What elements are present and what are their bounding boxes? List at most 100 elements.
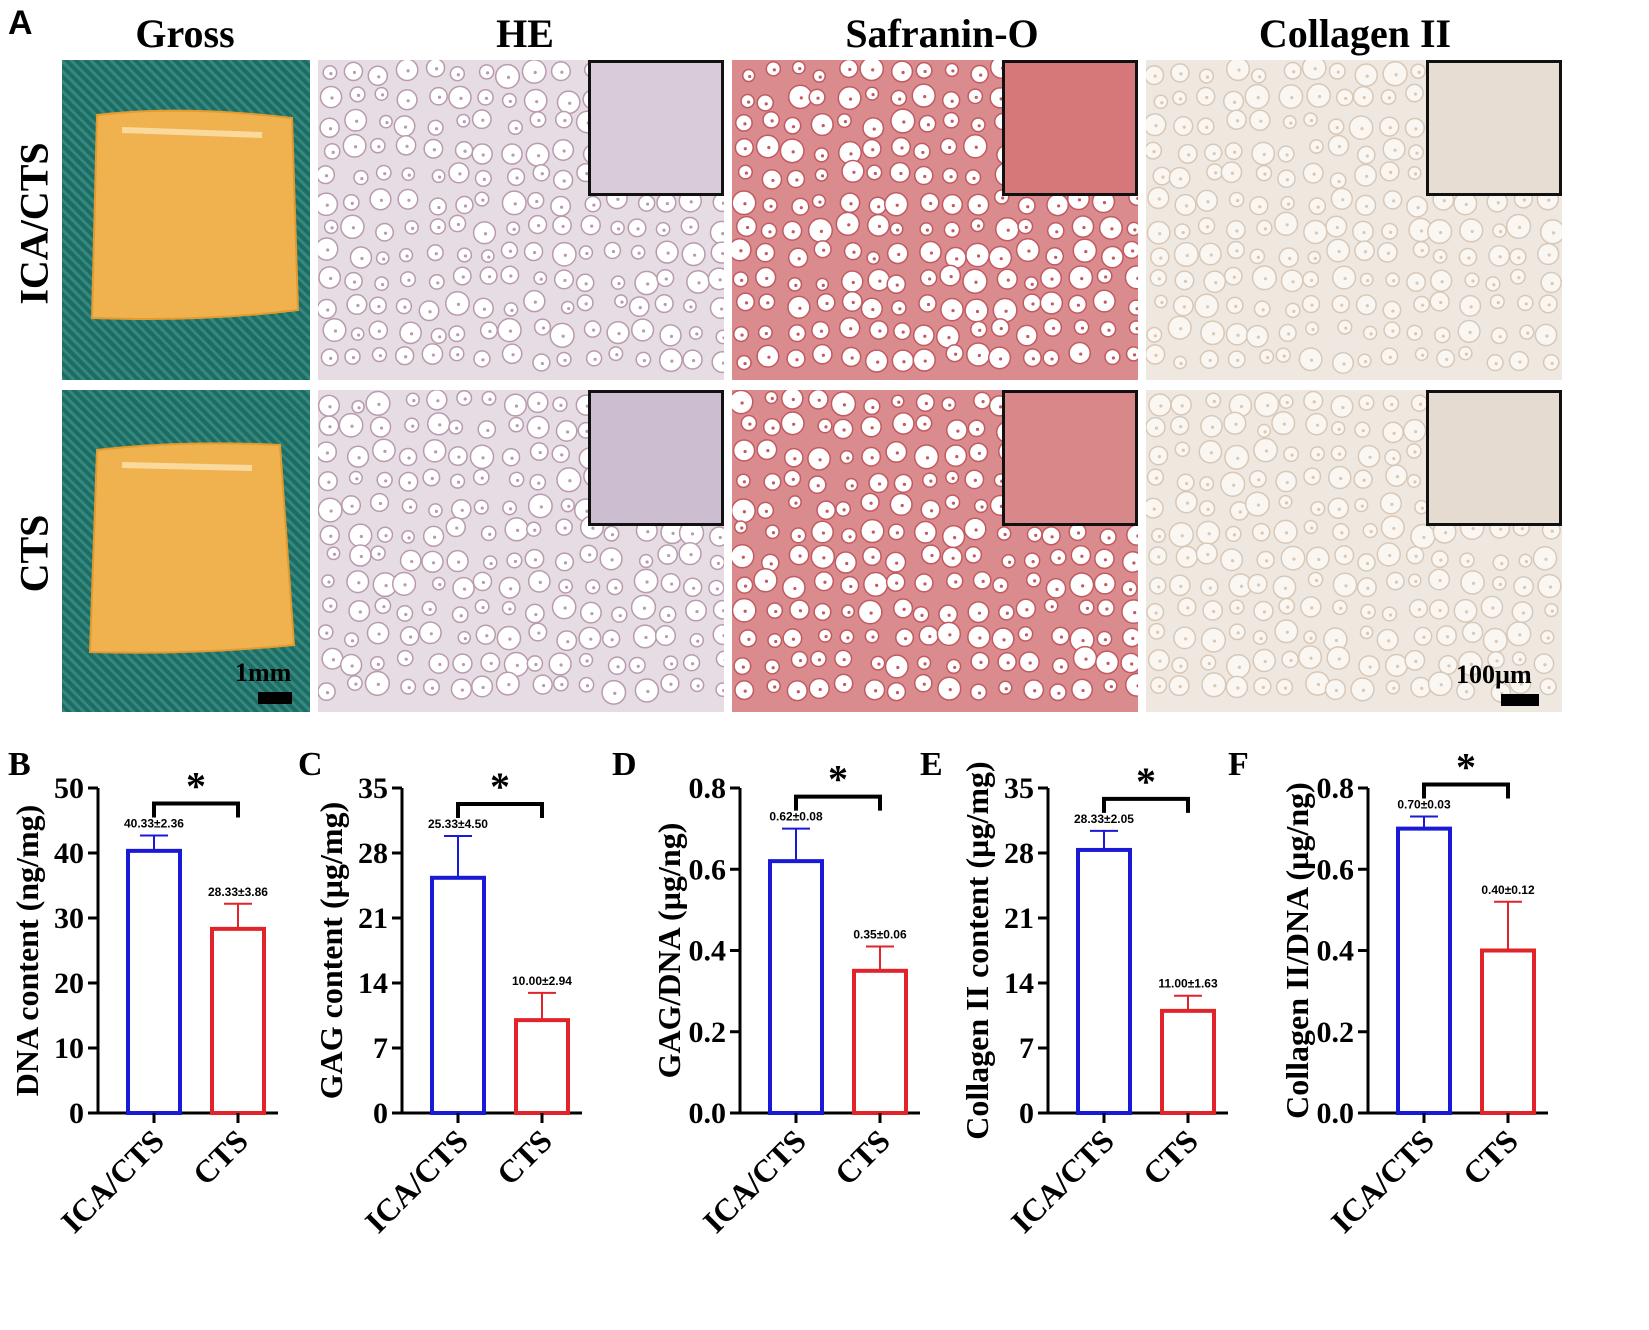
nucleus-mark xyxy=(798,67,802,71)
nucleus-mark xyxy=(480,506,484,510)
nucleus-mark xyxy=(1339,476,1343,481)
nucleus-mark xyxy=(1157,585,1161,589)
nucleus-mark xyxy=(1285,178,1290,182)
nucleus-mark xyxy=(382,257,386,261)
nucleus-mark xyxy=(1368,455,1372,459)
nucleus-mark xyxy=(1212,639,1217,643)
nucleus-mark xyxy=(559,403,563,407)
nucleus-mark xyxy=(1111,356,1116,360)
x-tick-label: ICA/CTS xyxy=(358,1122,475,1239)
y-tick-label: 0.0 xyxy=(1317,1097,1355,1130)
nucleus-mark xyxy=(1417,607,1422,612)
y-tick-label: 0.4 xyxy=(1317,935,1355,968)
nucleus-mark xyxy=(1547,303,1551,307)
nucleus-mark xyxy=(816,96,820,100)
data-label: 0.62±0.08 xyxy=(769,810,823,824)
nucleus-mark xyxy=(563,606,567,610)
bar-charts: B 0 10 20 30 40 50 DNA content (ng/mg) 40.33±2.3… xyxy=(8,750,1548,1240)
nucleus-mark xyxy=(1234,422,1238,426)
bar-cts xyxy=(1480,948,1536,1115)
nucleus-mark xyxy=(695,609,699,614)
nucleus-mark xyxy=(794,283,798,287)
x-tick-label: CTS xyxy=(1455,1122,1524,1191)
nucleus-mark xyxy=(818,687,822,692)
nucleus-mark xyxy=(842,658,846,662)
nucleus-mark xyxy=(1317,557,1321,562)
nucleus-mark xyxy=(538,580,542,584)
nucleus-mark xyxy=(667,613,671,618)
nucleus-mark xyxy=(407,456,411,460)
nucleus-mark xyxy=(1343,276,1347,281)
nucleus-mark xyxy=(1309,636,1313,640)
nucleus-mark xyxy=(1210,425,1215,429)
nucleus-mark xyxy=(515,176,519,180)
nucleus-mark xyxy=(902,607,906,612)
nucleus-mark xyxy=(1208,358,1212,363)
nucleus-mark xyxy=(850,356,854,360)
nucleus-mark xyxy=(1392,279,1396,283)
nucleus-mark xyxy=(437,205,441,210)
nucleus-mark xyxy=(1344,96,1348,101)
nucleus-mark xyxy=(1263,227,1267,231)
nucleus-mark xyxy=(1285,153,1289,157)
nucleus-mark xyxy=(537,118,541,123)
nucleus-mark xyxy=(406,69,410,73)
nucleus-mark xyxy=(822,248,826,252)
nucleus-mark xyxy=(355,477,359,481)
nucleus-mark xyxy=(972,176,976,180)
nucleus-mark xyxy=(1337,249,1341,254)
nucleus-mark xyxy=(951,501,956,505)
nucleus-mark xyxy=(1365,304,1369,308)
x-tick-label: ICA/CTS xyxy=(1004,1122,1121,1239)
nucleus-mark xyxy=(1105,607,1109,611)
nucleus-mark xyxy=(1317,507,1321,512)
nucleus-mark xyxy=(921,150,925,155)
nucleus-mark xyxy=(1292,309,1296,313)
nucleus-mark xyxy=(1263,277,1267,281)
nucleus-mark xyxy=(516,478,520,483)
nucleus-mark xyxy=(611,249,616,254)
nucleus-mark xyxy=(1471,581,1476,586)
nucleus-mark xyxy=(1236,456,1240,460)
nucleus-mark xyxy=(741,555,745,559)
nucleus-mark xyxy=(513,202,517,206)
column-title-he: HE xyxy=(496,11,554,56)
nucleus-mark xyxy=(1136,534,1138,538)
nucleus-mark xyxy=(1310,526,1314,530)
nucleus-mark xyxy=(1470,229,1474,234)
nucleus-mark xyxy=(1337,427,1341,431)
x-tick-label: ICA/CTS xyxy=(54,1122,171,1239)
nucleus-mark xyxy=(385,121,389,125)
nucleus-mark xyxy=(1206,305,1210,309)
nucleus-mark xyxy=(742,510,746,514)
nucleus-mark xyxy=(560,70,564,74)
nucleus-mark xyxy=(820,154,825,158)
nucleus-mark xyxy=(666,251,670,255)
nucleus-mark xyxy=(438,583,442,587)
nucleus-mark xyxy=(848,97,853,101)
nucleus-mark xyxy=(1109,685,1113,689)
nucleus-mark xyxy=(1256,255,1260,259)
nucleus-mark xyxy=(486,71,490,75)
nucleus-mark xyxy=(1002,638,1006,642)
nucleus-mark xyxy=(1263,659,1267,664)
nucleus-mark xyxy=(1285,630,1289,634)
bar-cts xyxy=(1160,1008,1216,1116)
nucleus-mark xyxy=(771,666,775,670)
scale-label-gross: 1mm xyxy=(235,658,292,687)
nucleus-mark xyxy=(774,639,778,644)
y-tick-label: 0.2 xyxy=(689,1016,727,1049)
nucleus-mark xyxy=(797,257,801,261)
nucleus-mark xyxy=(1334,638,1338,643)
nucleus-mark xyxy=(1391,329,1395,333)
nucleus-mark xyxy=(774,609,778,614)
scale-bar-micro xyxy=(1501,694,1539,706)
nucleus-mark xyxy=(1154,476,1159,480)
nucleus-mark xyxy=(743,147,747,151)
nucleus-mark xyxy=(977,204,981,208)
nucleus-mark xyxy=(358,610,362,614)
nucleus-mark xyxy=(325,691,330,695)
nucleus-mark xyxy=(690,532,695,536)
nucleus-mark xyxy=(1185,253,1189,258)
nucleus-mark xyxy=(566,430,570,434)
